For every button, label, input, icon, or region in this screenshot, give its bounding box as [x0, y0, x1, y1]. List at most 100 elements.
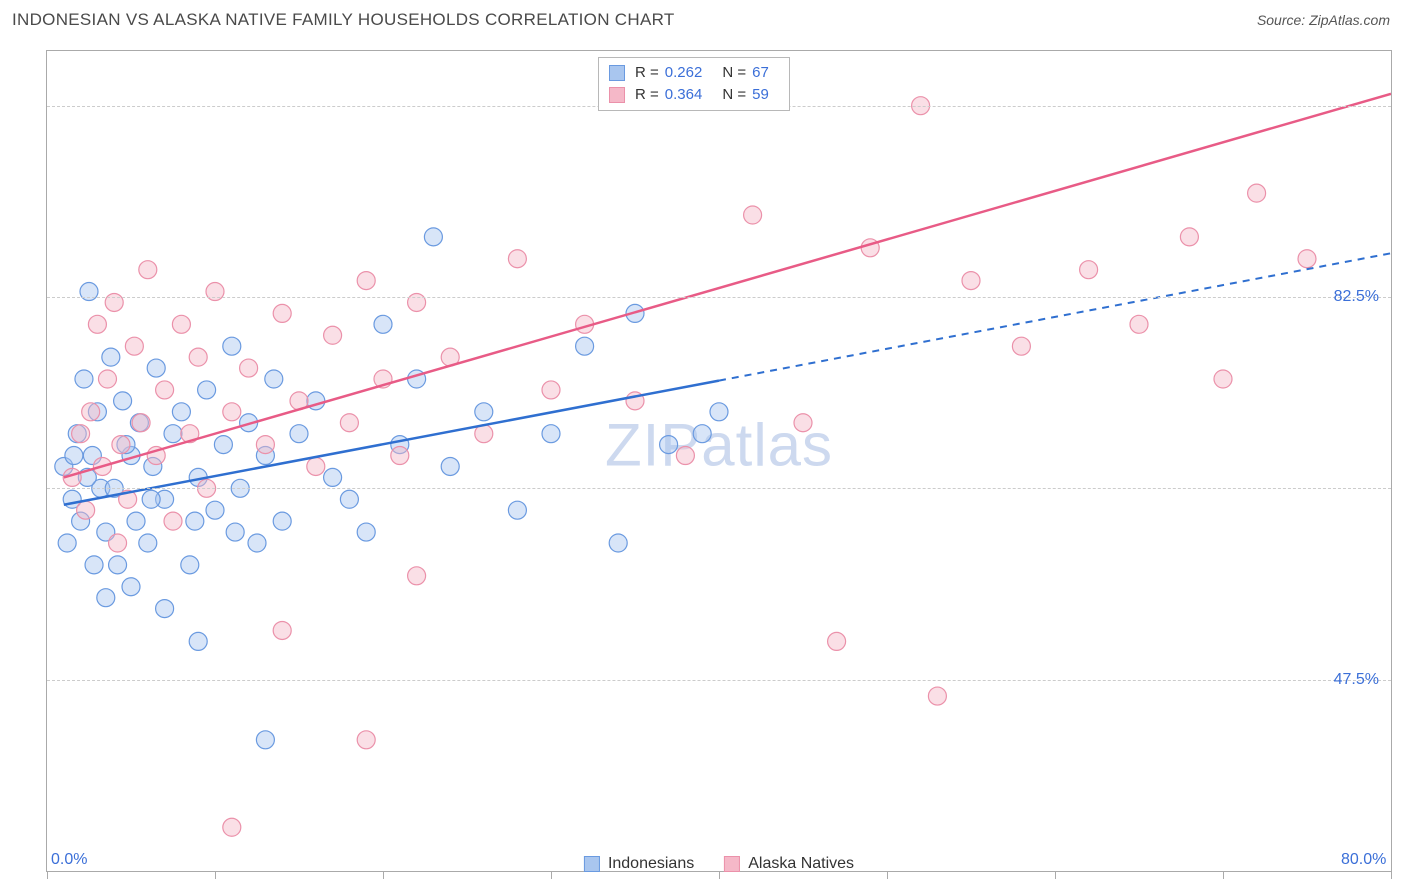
chart-header: INDONESIAN VS ALASKA NATIVE FAMILY HOUSE…: [0, 0, 1406, 36]
data-point: [75, 370, 93, 388]
x-tick: [1391, 871, 1392, 879]
plot-svg: [47, 51, 1391, 871]
stats-legend-row: R =0.364N =59: [609, 84, 779, 106]
data-point: [164, 425, 182, 443]
data-point: [102, 348, 120, 366]
data-point: [88, 315, 106, 333]
data-point: [324, 468, 342, 486]
legend-swatch: [584, 856, 600, 872]
x-tick: [1055, 871, 1056, 879]
data-point: [441, 457, 459, 475]
data-point: [273, 512, 291, 530]
series-legend-item: Indonesians: [584, 855, 694, 873]
n-value: 67: [752, 62, 769, 84]
n-label: N =: [722, 84, 746, 106]
data-point: [172, 315, 190, 333]
data-point: [139, 534, 157, 552]
trend-line: [64, 381, 719, 505]
data-point: [676, 447, 694, 465]
data-point: [72, 425, 90, 443]
data-point: [206, 501, 224, 519]
data-point: [1130, 315, 1148, 333]
data-point: [1298, 250, 1316, 268]
data-point: [273, 304, 291, 322]
data-point: [125, 337, 143, 355]
x-tick: [215, 871, 216, 879]
data-point: [156, 381, 174, 399]
data-point: [122, 578, 140, 596]
data-point: [98, 370, 116, 388]
data-point: [794, 414, 812, 432]
data-point: [172, 403, 190, 421]
data-point: [256, 731, 274, 749]
data-point: [82, 403, 100, 421]
x-tick-label: 0.0%: [51, 851, 87, 869]
x-tick: [887, 871, 888, 879]
r-label: R =: [635, 84, 659, 106]
data-point: [508, 501, 526, 519]
data-point: [693, 425, 711, 443]
data-point: [307, 457, 325, 475]
data-point: [324, 326, 342, 344]
data-point: [542, 381, 560, 399]
data-point: [97, 589, 115, 607]
series-legend-label: Indonesians: [608, 855, 694, 873]
data-point: [65, 447, 83, 465]
data-point: [198, 381, 216, 399]
gridline-h: [47, 488, 1391, 489]
chart-title: INDONESIAN VS ALASKA NATIVE FAMILY HOUSE…: [12, 10, 675, 30]
data-point: [290, 425, 308, 443]
data-point: [357, 731, 375, 749]
data-point: [744, 206, 762, 224]
data-point: [147, 359, 165, 377]
x-tick-label: 80.0%: [1341, 851, 1386, 869]
data-point: [109, 556, 127, 574]
data-point: [408, 567, 426, 585]
data-point: [181, 556, 199, 574]
data-point: [85, 556, 103, 574]
data-point: [340, 414, 358, 432]
data-point: [77, 501, 95, 519]
data-point: [710, 403, 728, 421]
y-tick-label: 47.5%: [1334, 671, 1379, 689]
data-point: [142, 490, 160, 508]
data-point: [962, 272, 980, 290]
data-point: [139, 261, 157, 279]
trend-line: [64, 94, 1391, 478]
data-point: [156, 600, 174, 618]
r-value: 0.364: [665, 84, 703, 106]
gridline-h: [47, 297, 1391, 298]
stats-legend-row: R =0.262N =67: [609, 62, 779, 84]
data-point: [240, 359, 258, 377]
stats-legend: R =0.262N =67R =0.364N =59: [598, 57, 790, 111]
data-point: [374, 315, 392, 333]
data-point: [828, 632, 846, 650]
data-point: [609, 534, 627, 552]
data-point: [357, 523, 375, 541]
data-point: [127, 512, 145, 530]
data-point: [357, 272, 375, 290]
data-point: [114, 392, 132, 410]
data-point: [58, 534, 76, 552]
legend-swatch: [609, 87, 625, 103]
data-point: [248, 534, 266, 552]
data-point: [186, 512, 204, 530]
data-point: [164, 512, 182, 530]
data-point: [112, 436, 130, 454]
chart-source: Source: ZipAtlas.com: [1257, 12, 1390, 28]
n-label: N =: [722, 62, 746, 84]
y-tick-label: 82.5%: [1334, 288, 1379, 306]
data-point: [340, 490, 358, 508]
legend-swatch: [609, 65, 625, 81]
data-point: [1214, 370, 1232, 388]
data-point: [273, 621, 291, 639]
data-point: [132, 414, 150, 432]
data-point: [223, 337, 241, 355]
data-point: [508, 250, 526, 268]
data-point: [1248, 184, 1266, 202]
x-tick: [47, 871, 48, 879]
data-point: [223, 818, 241, 836]
x-tick: [551, 871, 552, 879]
r-value: 0.262: [665, 62, 703, 84]
x-tick: [1223, 871, 1224, 879]
